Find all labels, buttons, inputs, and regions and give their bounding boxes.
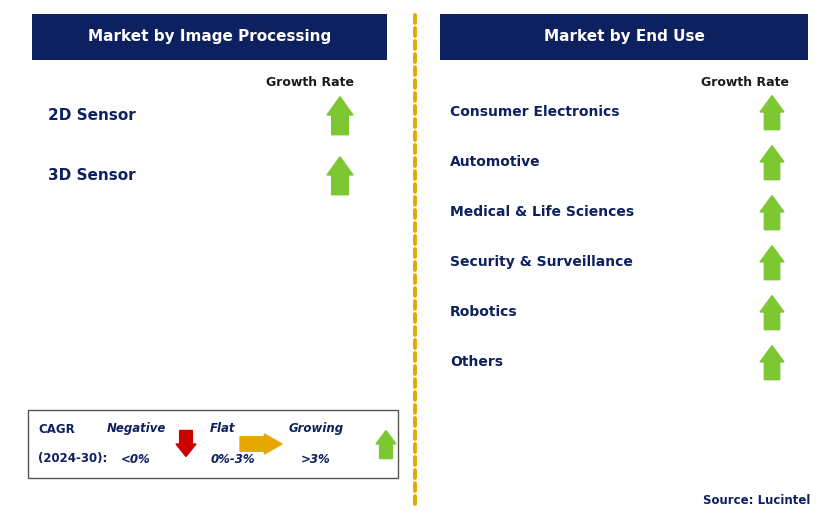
Text: 0%-3%: 0%-3% [210,453,255,466]
Text: Negative: Negative [106,422,166,435]
Polygon shape [240,434,282,454]
Polygon shape [326,157,353,195]
Text: Medical & Life Sciences: Medical & Life Sciences [450,205,633,219]
Text: (2024-30):: (2024-30): [38,453,108,466]
Polygon shape [759,146,783,180]
Text: >3%: >3% [301,453,330,466]
Text: 3D Sensor: 3D Sensor [48,168,136,183]
Text: Source: Lucintel: Source: Lucintel [702,493,809,506]
Polygon shape [759,295,783,330]
Polygon shape [376,431,396,458]
Text: Growth Rate: Growth Rate [700,76,788,89]
Polygon shape [326,97,353,135]
FancyBboxPatch shape [32,14,387,60]
Text: Growing: Growing [288,422,343,435]
Text: <0%: <0% [121,453,151,466]
Text: Flat: Flat [210,422,235,435]
Polygon shape [759,96,783,129]
Text: Automotive: Automotive [450,155,540,169]
FancyBboxPatch shape [440,14,807,60]
Text: 2D Sensor: 2D Sensor [48,108,136,123]
Polygon shape [176,431,195,456]
Text: Robotics: Robotics [450,305,517,319]
Polygon shape [759,196,783,230]
FancyBboxPatch shape [28,410,397,478]
Text: Consumer Electronics: Consumer Electronics [450,105,619,119]
Text: CAGR: CAGR [38,422,75,435]
Text: Others: Others [450,355,503,369]
Polygon shape [759,246,783,280]
Text: Market by End Use: Market by End Use [543,30,704,44]
Polygon shape [759,346,783,379]
Text: Market by Image Processing: Market by Image Processing [88,30,330,44]
Text: Growth Rate: Growth Rate [266,76,354,89]
Text: Security & Surveillance: Security & Surveillance [450,255,632,269]
